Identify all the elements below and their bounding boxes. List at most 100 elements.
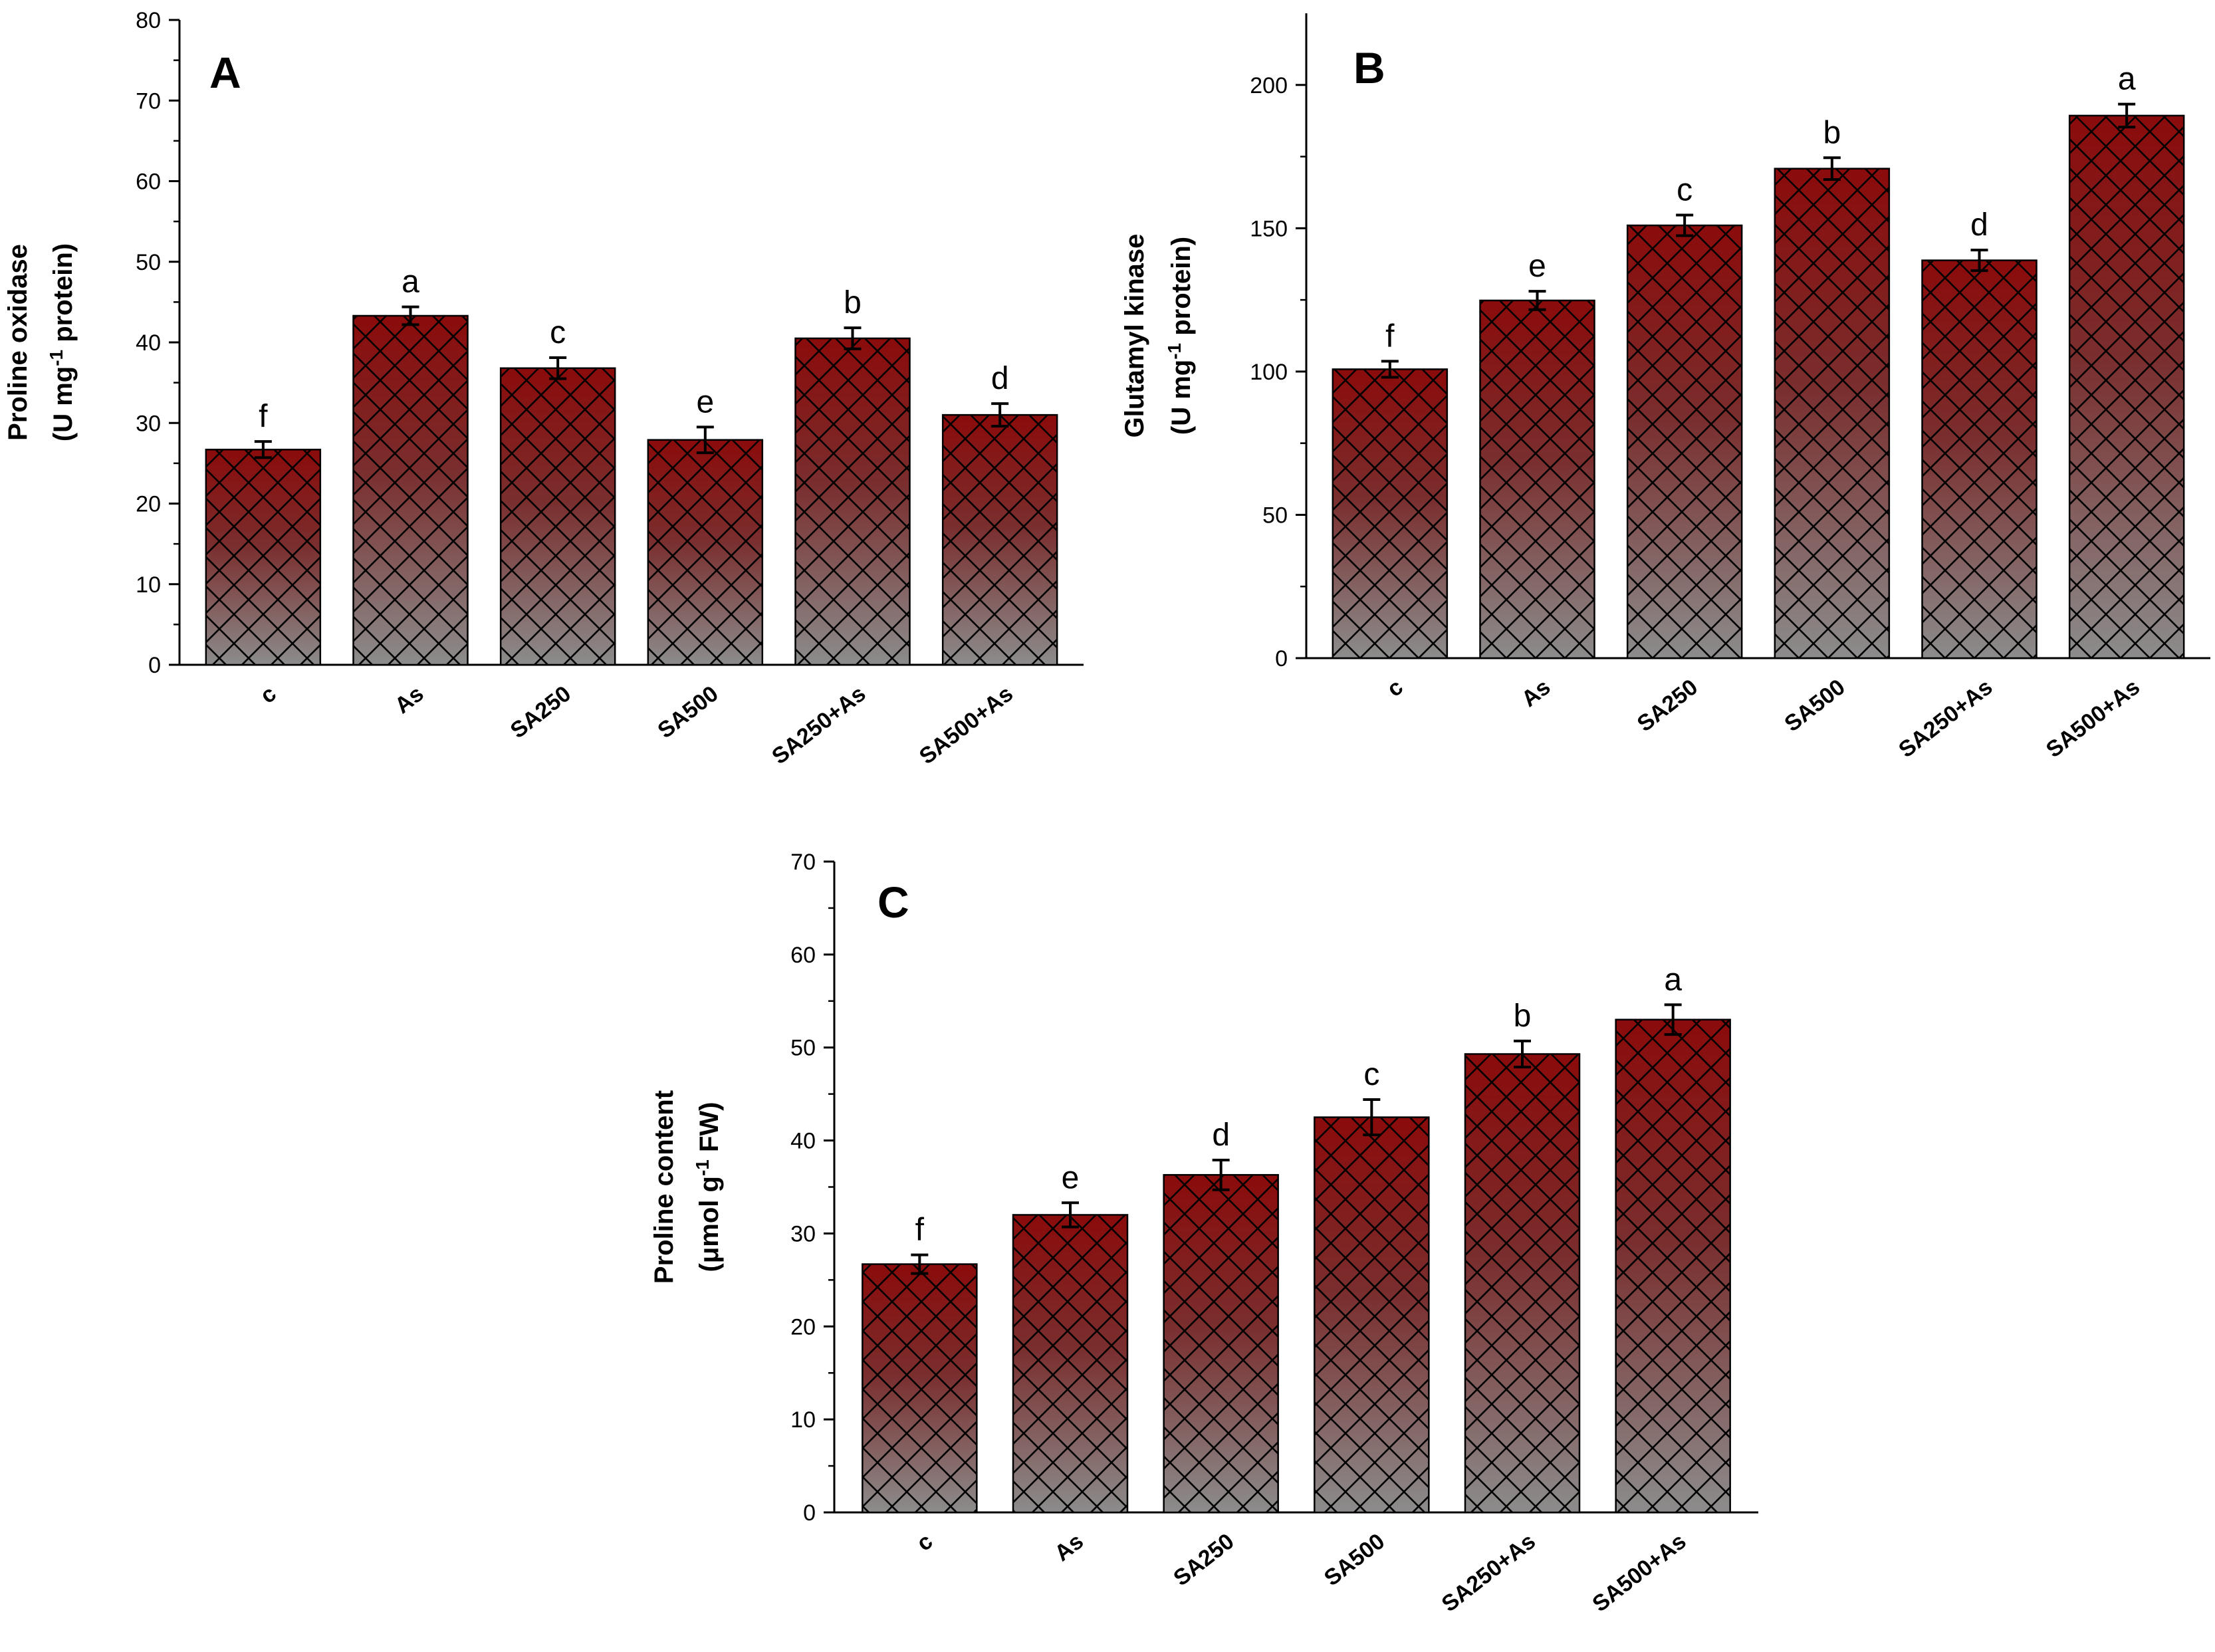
error-bar [549, 356, 567, 380]
panel-letter: B [1353, 43, 1385, 92]
bar-hatch [941, 413, 1058, 666]
y-tick-label: 150 [1250, 216, 1288, 241]
error-bar [402, 305, 419, 326]
y-tick-label: 30 [790, 1221, 816, 1246]
panel-letter: C [877, 878, 909, 927]
bar-hatch [1012, 1214, 1129, 1514]
x-tick-label: SA500 [1320, 1528, 1389, 1591]
y-tick-label: 0 [803, 1500, 816, 1526]
x-tick-label: SA250+As [1894, 674, 1997, 763]
bar-hatch [1479, 299, 1595, 659]
x-tick-label: As [1517, 674, 1556, 712]
significance-letter: a [1664, 962, 1682, 997]
significance-letter: b [844, 285, 862, 320]
significance-letter: e [1062, 1160, 1080, 1195]
bar-hatch [1921, 259, 2038, 659]
bar-hatch [794, 337, 911, 666]
significance-letter: c [1677, 173, 1692, 208]
x-tick-label: SA500+As [2041, 674, 2145, 763]
y-tick-label: 70 [790, 850, 816, 875]
significance-letter: f [915, 1213, 925, 1248]
y-axis-unit: (μmol g-1 FW) [692, 1102, 724, 1272]
x-tick-label: SA250 [1169, 1528, 1238, 1591]
x-tick-label: SA500+As [1587, 1528, 1690, 1617]
significance-letter: c [1363, 1057, 1379, 1092]
bar-hatch [862, 1263, 978, 1514]
y-tick-label: 50 [790, 1036, 816, 1061]
bar-hatch [2068, 114, 2185, 659]
y-tick-label: 20 [136, 492, 161, 517]
bar-hatch [1314, 1116, 1430, 1514]
bar-hatch [1626, 224, 1743, 659]
bar-hatch [1464, 1053, 1581, 1514]
error-bar [254, 440, 272, 459]
bar-hatch [499, 367, 616, 666]
significance-letter: e [696, 384, 714, 419]
error-bar [1212, 1158, 1230, 1191]
error-bar [1062, 1201, 1079, 1229]
x-tick-label: c [255, 681, 281, 709]
panel-letter: A [209, 48, 241, 97]
y-tick-label: 80 [136, 8, 161, 33]
error-bar [844, 326, 862, 350]
error-bar [1381, 360, 1399, 379]
significance-letter: a [402, 265, 419, 300]
significance-letter: d [991, 361, 1009, 396]
significance-letter: d [1970, 207, 1988, 243]
x-tick-label: SA250 [506, 681, 576, 743]
error-bar [1823, 156, 1841, 181]
y-tick-label: 50 [136, 250, 161, 275]
panel-b: 0 50 100 150 200 f c e As c SA250 b SA500 d SA250+As a S… [1120, 13, 2210, 763]
error-bar [1363, 1098, 1381, 1137]
y-tick-label: 30 [136, 411, 161, 436]
significance-letter: e [1528, 249, 1546, 284]
error-bar [911, 1253, 929, 1275]
x-tick-label: c [1382, 674, 1407, 702]
y-tick-label: 50 [1262, 503, 1288, 528]
bar-hatch [1332, 368, 1449, 659]
y-axis-title: Proline content [649, 1090, 679, 1284]
y-tick-label: 200 [1250, 73, 1288, 98]
y-tick-label: 60 [790, 943, 816, 968]
significance-letter: d [1212, 1118, 1230, 1153]
y-tick-label: 70 [136, 88, 161, 114]
significance-letter: b [1514, 999, 1532, 1034]
y-tick-label: 60 [136, 170, 161, 195]
x-tick-label: SA500+As [915, 681, 1018, 769]
significance-letter: f [259, 399, 268, 434]
x-tick-label: As [1050, 1528, 1088, 1566]
bar-hatch [352, 314, 469, 666]
y-tick-label: 40 [136, 330, 161, 356]
y-tick-label: 100 [1250, 360, 1288, 385]
x-tick-label: As [390, 681, 429, 719]
significance-letter: f [1385, 318, 1395, 354]
x-tick-label: SA250 [1633, 674, 1702, 737]
y-axis-unit: (U mg-1 protein) [1164, 237, 1196, 435]
panel-c: 0 10 20 30 40 50 60 70 f c e As d SA250 c SA500 b SA250+A… [649, 850, 1758, 1617]
y-axis-unit: (U mg-1 protein) [46, 243, 78, 441]
y-tick-label: 0 [1275, 646, 1288, 671]
significance-letter: a [2118, 62, 2136, 97]
x-tick-label: SA250+As [767, 681, 870, 769]
significance-letter: c [550, 315, 566, 350]
x-tick-label: SA250+As [1437, 1528, 1540, 1617]
x-tick-label: c [912, 1528, 937, 1556]
y-tick-label: 0 [148, 653, 161, 678]
error-bar [1676, 213, 1694, 237]
error-bar [1664, 1003, 1682, 1036]
y-tick-label: 40 [790, 1129, 816, 1154]
error-bar [991, 402, 1009, 428]
significance-letter: b [1823, 115, 1841, 150]
bar-hatch [1774, 168, 1891, 659]
bar-hatch [647, 439, 764, 666]
error-bar [696, 425, 714, 455]
error-bar [1528, 290, 1546, 311]
y-axis-title: Glutamyl kinase [1120, 234, 1149, 438]
y-tick-label: 10 [790, 1407, 816, 1433]
panel-a: 0 10 20 30 40 50 60 70 80 f c a As c SA250 e SA500 b SA250… [3, 8, 1084, 769]
y-tick-label: 10 [136, 572, 161, 598]
bar-hatch [1163, 1174, 1279, 1514]
error-bar [2118, 102, 2136, 129]
bar-hatch [205, 449, 322, 666]
